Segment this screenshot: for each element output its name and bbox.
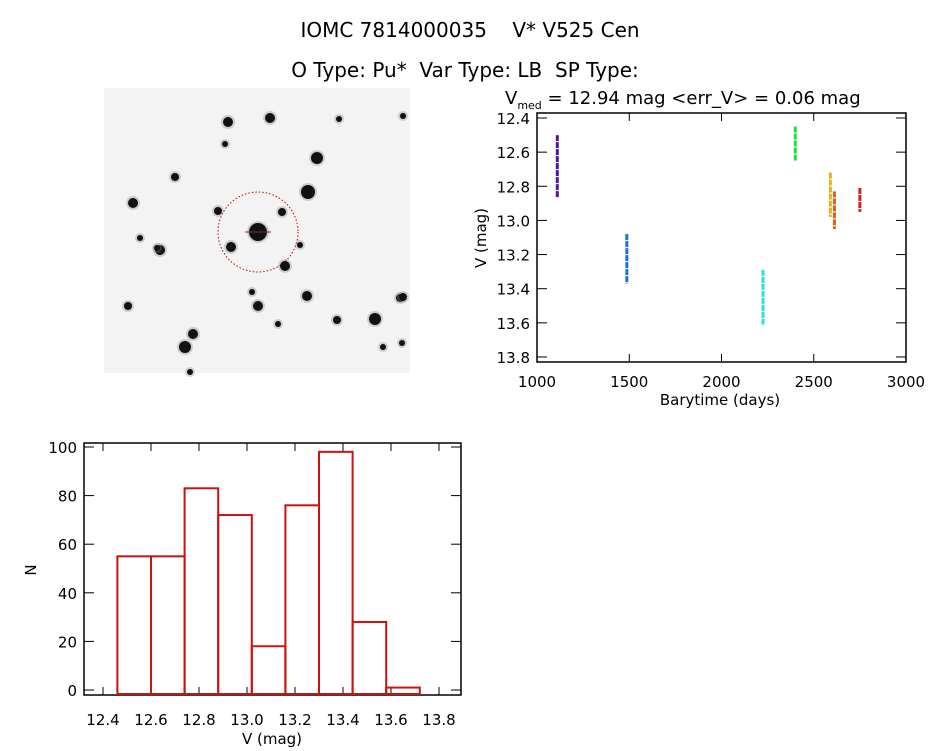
star — [171, 173, 179, 181]
star — [336, 116, 342, 122]
star — [265, 113, 275, 123]
star — [302, 291, 312, 301]
hist-xtick-label: 12.4 — [86, 711, 119, 729]
star — [128, 198, 138, 208]
histogram-chart: V (mag) N 12.4 12.6 12.8 13.0 13.2 13.4 13.6 13… — [22, 439, 462, 748]
hist-xtick-label: 12.6 — [134, 711, 167, 729]
hist-xtick-label: 13.6 — [374, 711, 407, 729]
lc-xlabel: Barytime (days) — [660, 391, 780, 409]
star — [400, 113, 406, 119]
star — [154, 245, 160, 251]
hist-bar — [351, 620, 388, 696]
hist-xtick-label: 13.4 — [326, 711, 359, 729]
star — [124, 302, 132, 310]
lc-xtick-label: 2000 — [702, 373, 740, 391]
lc-ytick-label: 12.8 — [497, 178, 530, 196]
hist-xtick-label: 13.0 — [230, 711, 263, 729]
star — [179, 341, 191, 353]
lc-title: Vmed = 12.94 mag <err_V> = 0.06 mag — [505, 88, 861, 112]
star — [214, 207, 222, 215]
star — [333, 316, 341, 324]
star — [311, 152, 323, 164]
lc-ytick-label: 13.4 — [497, 281, 530, 299]
star — [275, 321, 281, 327]
star — [280, 261, 290, 271]
hist-bar — [250, 645, 287, 696]
star — [188, 329, 198, 339]
lc-ytick-label: 13.2 — [497, 247, 530, 265]
hist-bar — [284, 504, 320, 695]
lc-ytick-label: 12.4 — [497, 110, 530, 128]
hist-bar — [217, 514, 253, 695]
star — [187, 369, 193, 375]
hist-bar — [183, 487, 220, 695]
star — [249, 289, 255, 295]
lc-frame — [536, 112, 907, 363]
star — [297, 242, 303, 248]
lc-ylabel: V (mag) — [472, 208, 490, 268]
lc-ytick-label: 12.6 — [497, 144, 530, 162]
star — [399, 340, 405, 346]
sky-image — [104, 88, 410, 377]
page-subtitle: O Type: Pu* Var Type: LB SP Type: — [291, 58, 639, 82]
hist-xlabel: V (mag) — [242, 730, 302, 747]
hist-ytick-label: 80 — [58, 488, 77, 506]
star — [369, 313, 381, 325]
hist-xtick-label: 12.8 — [182, 711, 215, 729]
hist-ytick-label: 0 — [67, 682, 77, 700]
page-title: IOMC 7814000035 V* V525 Cen — [300, 18, 639, 42]
hist-ylabel: N — [22, 564, 40, 575]
hist-bar — [318, 450, 354, 695]
target-circle — [217, 191, 299, 273]
hist-xtick-label: 13.2 — [278, 711, 311, 729]
star — [253, 301, 263, 311]
hist-xtick-label: 13.8 — [422, 711, 455, 729]
hist-ytick-label: 20 — [58, 633, 77, 651]
star — [399, 293, 407, 301]
star — [278, 208, 286, 216]
hist-ytick-label: 40 — [58, 585, 77, 603]
hist-ytick-label: 60 — [58, 536, 77, 554]
light-curve-chart: Vmed = 12.94 mag <err_V> = 0.06 mag Bary… — [472, 88, 925, 409]
hist-bar — [150, 555, 186, 695]
lc-xtick-label: 1500 — [610, 373, 648, 391]
hist-bar — [385, 686, 421, 696]
star — [137, 235, 143, 241]
lc-ytick-label: 13.8 — [497, 349, 530, 367]
lc-xtick-label: 2500 — [795, 373, 833, 391]
star — [380, 344, 386, 350]
lc-ytick-label: 13.6 — [497, 315, 530, 333]
star — [301, 185, 315, 199]
star — [222, 141, 228, 147]
lc-ytick-label: 13.0 — [497, 212, 530, 230]
star — [226, 242, 236, 252]
lc-xtick-label: 3000 — [887, 373, 925, 391]
star — [223, 117, 233, 127]
lc-xtick-label: 1000 — [518, 373, 556, 391]
hist-bar — [116, 555, 152, 695]
hist-frame — [83, 442, 462, 696]
hist-ytick-label: 100 — [48, 439, 77, 457]
